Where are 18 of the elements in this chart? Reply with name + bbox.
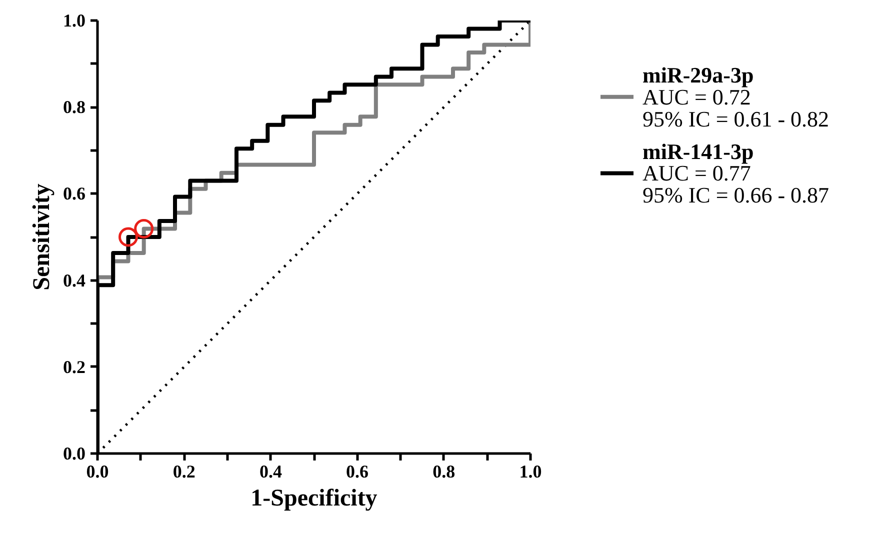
y-tick-label: 0.6 bbox=[63, 184, 86, 204]
y-tick-label: 0.8 bbox=[63, 97, 86, 118]
x-tick-label: 0.6 bbox=[346, 462, 369, 482]
x-axis-title: 1-Specificity bbox=[250, 486, 378, 512]
y-axis-title: Sensitivity bbox=[29, 184, 55, 290]
y-tick-label: 1.0 bbox=[63, 10, 86, 30]
x-tick-label: 0.4 bbox=[259, 462, 282, 482]
y-tick-label: 0.0 bbox=[63, 444, 86, 464]
x-tick-label: 0.0 bbox=[86, 462, 109, 482]
text: miR-141-3p bbox=[642, 138, 754, 164]
x-tick-label: 0.8 bbox=[432, 462, 456, 482]
text: 95% IC = 0.66 - 0.87 bbox=[642, 182, 830, 208]
text: miR-29a-3p bbox=[642, 62, 754, 88]
x-tick-label: 0.2 bbox=[172, 462, 196, 482]
text: 95% IC = 0.61 - 0.82 bbox=[642, 106, 830, 132]
y-tick-label: 0.4 bbox=[63, 270, 86, 290]
x-tick-label: 1.0 bbox=[519, 462, 542, 482]
y-tick-label: 0.2 bbox=[63, 356, 86, 377]
